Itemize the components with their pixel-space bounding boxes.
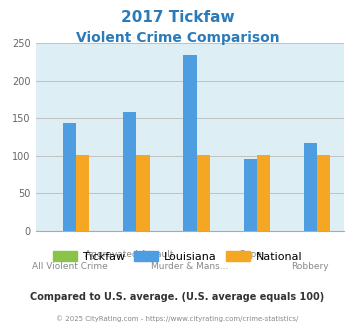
Text: All Violent Crime: All Violent Crime (32, 262, 107, 271)
Bar (183, 55, 197, 231)
Text: © 2025 CityRating.com - https://www.cityrating.com/crime-statistics/: © 2025 CityRating.com - https://www.city… (56, 315, 299, 322)
Text: Murder & Mans...: Murder & Mans... (151, 262, 229, 271)
Text: Rape: Rape (239, 250, 262, 259)
Bar (63, 123, 76, 231)
Bar (123, 112, 136, 231)
Text: Violent Crime Comparison: Violent Crime Comparison (76, 31, 279, 45)
Bar (197, 155, 210, 231)
Bar (244, 159, 257, 231)
Bar (317, 155, 330, 231)
Text: Compared to U.S. average. (U.S. average equals 100): Compared to U.S. average. (U.S. average … (31, 292, 324, 302)
Text: Robbery: Robbery (291, 262, 329, 271)
Bar (257, 155, 270, 231)
Text: Aggravated Assault: Aggravated Assault (86, 250, 174, 259)
Bar (304, 143, 317, 231)
Legend: Tickfaw, Louisiana, National: Tickfaw, Louisiana, National (48, 247, 307, 267)
Bar (76, 155, 89, 231)
Text: 2017 Tickfaw: 2017 Tickfaw (121, 10, 234, 25)
Bar (136, 155, 149, 231)
